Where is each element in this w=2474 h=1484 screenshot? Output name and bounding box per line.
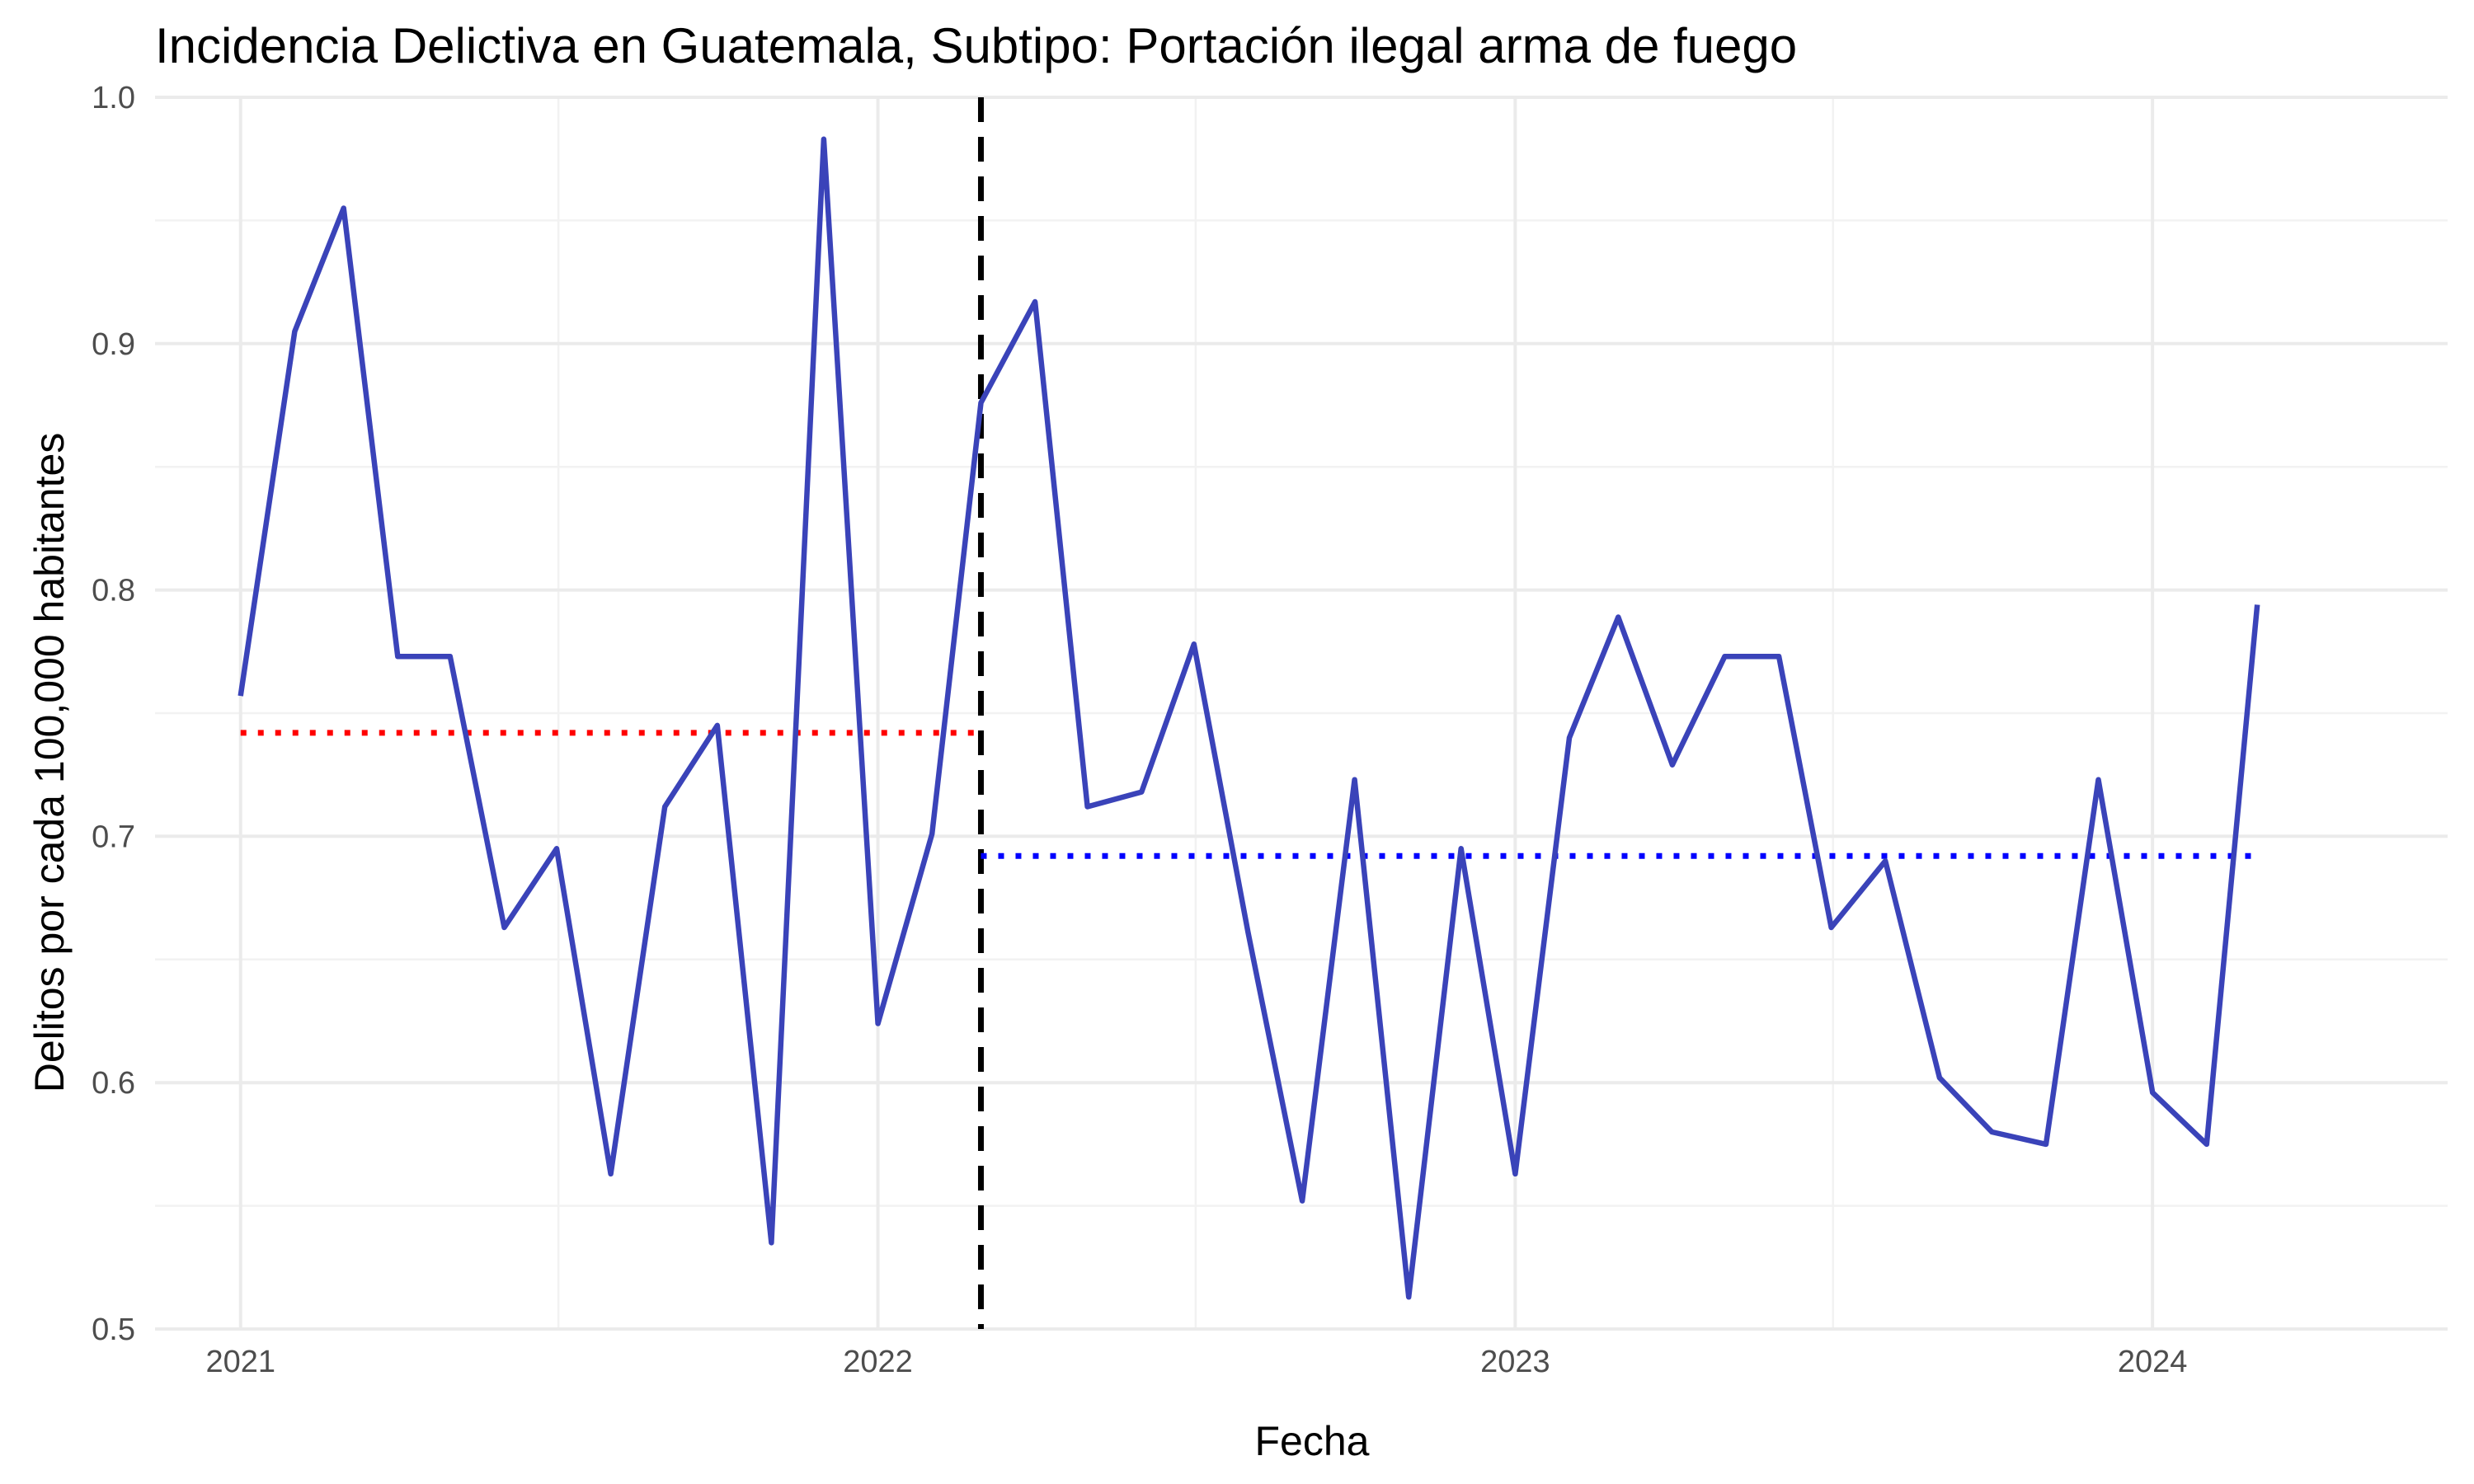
y-tick-label: 0.9 xyxy=(92,327,135,362)
x-tick-labels: 2021 2022 2023 2024 xyxy=(205,1345,2187,1379)
grid xyxy=(155,96,2448,1331)
chart-title: Incidencia Delictiva en Guatemala, Subti… xyxy=(155,18,1797,73)
x-tick-label: 2022 xyxy=(843,1345,913,1379)
y-tick-label: 0.6 xyxy=(92,1066,135,1101)
x-axis-title: Fecha xyxy=(1255,1418,1370,1464)
y-tick-label: 0.8 xyxy=(92,574,135,608)
y-axis-title: Delitos por cada 100,000 habitantes xyxy=(26,433,73,1093)
series-line xyxy=(238,136,2260,1300)
x-tick-label: 2024 xyxy=(2118,1345,2188,1379)
x-tick-label: 2021 xyxy=(205,1345,275,1379)
reference-lines xyxy=(240,97,2258,1329)
y-tick-label: 0.5 xyxy=(92,1313,135,1347)
y-tick-label: 1.0 xyxy=(92,81,135,115)
x-tick-label: 2023 xyxy=(1480,1345,1550,1379)
series-lines xyxy=(238,136,2260,1300)
y-tick-labels: 0.5 0.6 0.7 0.8 0.9 1.0 xyxy=(92,81,135,1347)
y-tick-label: 0.7 xyxy=(92,819,135,854)
